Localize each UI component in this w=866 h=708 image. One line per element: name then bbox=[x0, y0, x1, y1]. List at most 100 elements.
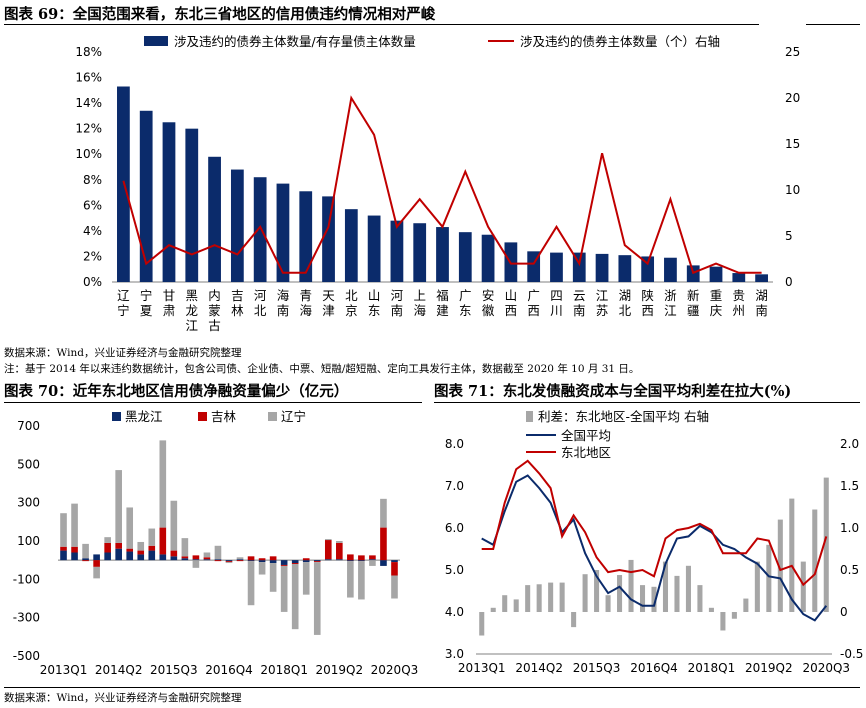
bar-heilongjiang bbox=[126, 551, 134, 561]
line-northeast bbox=[481, 459, 828, 587]
x-tick-label: 福建 bbox=[436, 288, 449, 318]
bar-liaoning bbox=[148, 528, 156, 546]
bar-jilin bbox=[71, 546, 78, 553]
bar-jilin bbox=[269, 556, 277, 561]
bar-spread bbox=[754, 561, 760, 612]
bar-spread bbox=[685, 565, 691, 612]
fig69-source: 数据来源：Wind，兴业证券经济与金融研究院整理 bbox=[4, 347, 242, 359]
x-tick-label: 广东 bbox=[459, 288, 472, 318]
bar-liaoning bbox=[391, 575, 398, 599]
x-tick-label: 2015Q3 bbox=[573, 661, 621, 675]
fig71-chart: 3.0 4.0 5.0 6.0 7.0 8.0 -0.5 0 0.5 1.0 1.5 2.0 2013Q… bbox=[445, 409, 864, 675]
x-tick-label: 新疆 bbox=[687, 288, 700, 318]
bar bbox=[664, 257, 677, 282]
bar bbox=[732, 273, 746, 282]
bar-heilongjiang bbox=[148, 550, 156, 561]
bar-spread bbox=[594, 570, 600, 612]
bar-jilin bbox=[104, 542, 111, 553]
bar-heilongjiang bbox=[391, 560, 398, 563]
bar-jilin bbox=[159, 527, 167, 555]
x-tick-label: 天津 bbox=[322, 288, 335, 318]
y-tick-label: 18% bbox=[75, 45, 102, 59]
y2-tick-label: 1.0 bbox=[840, 521, 859, 535]
legend-bar-swatch bbox=[526, 411, 533, 422]
bar-liaoning bbox=[104, 537, 111, 543]
bar-liaoning bbox=[192, 560, 200, 568]
y-tick-label: 8% bbox=[83, 173, 102, 187]
y2-tick-label: 0 bbox=[785, 275, 793, 289]
bar-liaoning bbox=[247, 561, 255, 606]
bar-liaoning bbox=[181, 538, 189, 557]
bar-spread bbox=[777, 519, 783, 612]
fig69-title-rule bbox=[4, 24, 759, 25]
bar-jilin bbox=[214, 560, 222, 562]
bar-liaoning bbox=[93, 566, 100, 579]
bar-heilongjiang bbox=[203, 559, 211, 561]
x-tick-label: 2020Q3 bbox=[371, 663, 419, 677]
bar-liaoning bbox=[324, 539, 332, 541]
y-tick-label: 100 bbox=[17, 534, 40, 548]
bar-spread bbox=[800, 561, 806, 612]
y-tick-label: 14% bbox=[75, 96, 102, 110]
bar-spread bbox=[628, 559, 634, 612]
legend-label: 吉林 bbox=[211, 409, 237, 424]
bar-heilongjiang bbox=[60, 550, 67, 561]
x-tick-label: 2019Q2 bbox=[316, 663, 364, 677]
legend-swatch bbox=[268, 412, 277, 421]
x-tick-label: 陕西 bbox=[641, 288, 654, 318]
x-tick-label: 湖北 bbox=[619, 288, 632, 318]
line-national-average bbox=[481, 474, 828, 622]
x-tick-label: 2016Q4 bbox=[205, 663, 253, 677]
bar-liaoning bbox=[302, 562, 310, 595]
x-tick-label: 2016Q4 bbox=[630, 661, 678, 675]
y-tick-label: 2% bbox=[83, 249, 102, 263]
fig70-chart: -500 -300 -100 100 300 500 700 2013Q1 2014Q2 2015… bbox=[13, 409, 419, 677]
y2-tick-label: 1.5 bbox=[840, 479, 859, 493]
bar bbox=[139, 110, 153, 283]
x-tick-label: 云南 bbox=[573, 288, 586, 318]
x-tick-label: 吉林 bbox=[231, 288, 244, 318]
bar-liaoning bbox=[336, 541, 343, 543]
bar-jilin bbox=[369, 555, 376, 560]
bar bbox=[322, 196, 335, 282]
x-tick-label: 河北 bbox=[254, 288, 267, 318]
x-tick-label: 2013Q1 bbox=[458, 661, 506, 675]
bar-liaoning bbox=[203, 552, 211, 558]
bar bbox=[595, 253, 609, 282]
legend-label: 辽宁 bbox=[281, 409, 306, 424]
x-tick-label: 湖南 bbox=[755, 288, 768, 318]
y2-tick-label: 0 bbox=[840, 605, 848, 619]
bar-jilin bbox=[336, 542, 343, 560]
bar-liaoning bbox=[358, 561, 365, 600]
x-tick-label: 海南 bbox=[277, 288, 290, 318]
bar-heilongjiang bbox=[324, 559, 332, 561]
fig71-title-rule bbox=[434, 402, 860, 403]
legend-label: 黑龙江 bbox=[125, 409, 163, 424]
bar-heilongjiang bbox=[214, 559, 222, 561]
bar-spread bbox=[766, 544, 772, 612]
bar-jilin bbox=[115, 542, 122, 549]
y-tick-label: 4.0 bbox=[445, 605, 464, 619]
y-tick-label: 500 bbox=[17, 457, 40, 471]
y-tick-label: 7.0 bbox=[445, 479, 464, 493]
y2-tick-label: 0.5 bbox=[840, 563, 859, 577]
bar-liaoning bbox=[291, 564, 299, 630]
bar-jilin bbox=[181, 556, 189, 559]
x-tick-label: 四川 bbox=[550, 288, 563, 318]
bar-spread bbox=[490, 607, 496, 612]
bar-liaoning bbox=[280, 565, 288, 612]
fig71-title: 图表 71：东北发债融资成本与全国平均利差在拉大(%) bbox=[434, 383, 792, 400]
y-tick-label: 12% bbox=[75, 122, 102, 136]
bar-spread bbox=[536, 584, 542, 612]
legend-swatch bbox=[198, 412, 207, 421]
footer-source: 数据来源：Wind，兴业证券经济与金融研究院整理 bbox=[4, 692, 242, 704]
line-default-count bbox=[122, 95, 762, 275]
bar bbox=[413, 223, 427, 282]
bar-heilongjiang bbox=[93, 554, 100, 561]
bar-jilin bbox=[358, 555, 365, 561]
y-tick-label: 3.0 bbox=[445, 647, 464, 661]
bar-jilin bbox=[148, 545, 156, 551]
bar-heilongjiang bbox=[170, 556, 178, 561]
y-tick-label: 16% bbox=[75, 71, 102, 85]
y-tick-label: 10% bbox=[75, 147, 102, 161]
